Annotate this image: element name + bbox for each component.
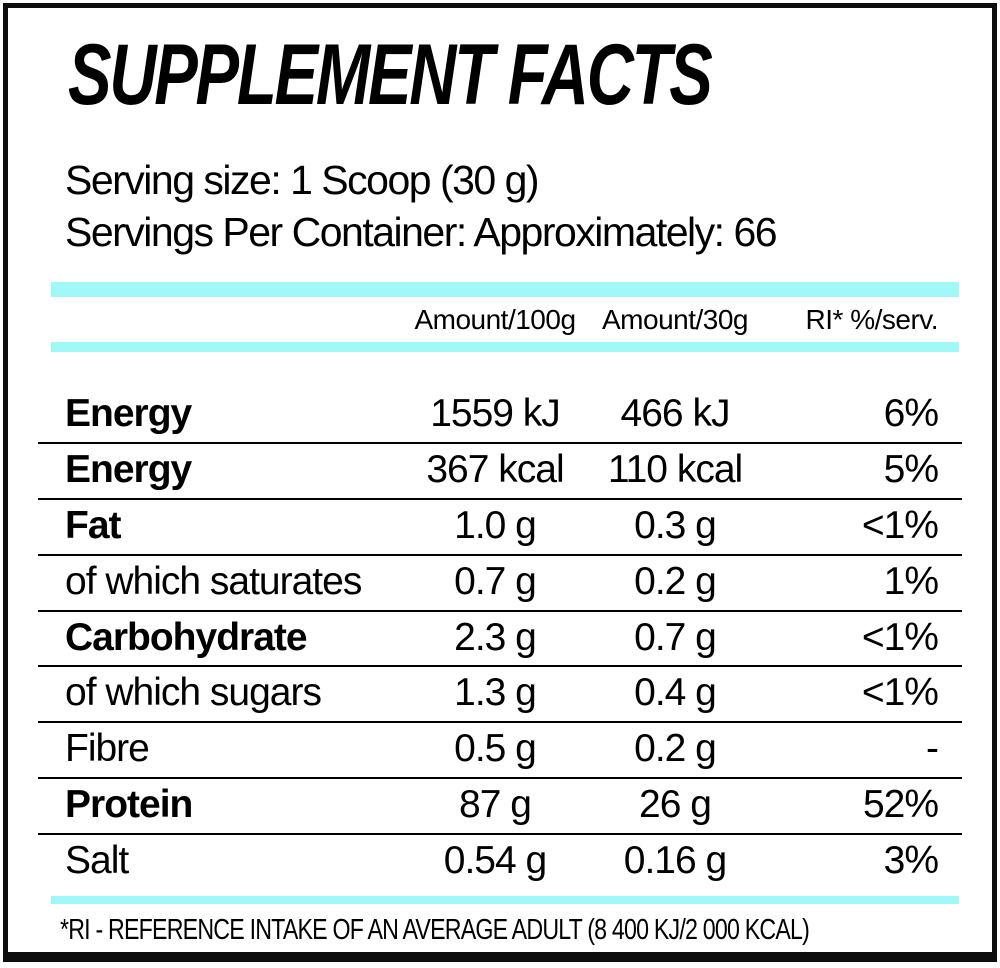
amount-per-100g: 367 kcal — [426, 447, 564, 491]
table-row-carbohydrate: Carbohydrate 2.3 g 0.7 g <1% — [38, 609, 962, 666]
column-header-amount-100g: Amount/100g — [414, 303, 576, 335]
amount-per-100g: 1559 kJ — [430, 391, 561, 435]
ri-percent: 5% — [883, 447, 939, 491]
serving-info: Serving size: 1 Scoop (30 g) Servings Pe… — [65, 154, 992, 259]
amount-per-30g: 0.7 g — [634, 615, 717, 659]
table-row-protein: Protein 87 g 26 g 52% — [38, 777, 962, 833]
amount-per-30g: 0.2 g — [634, 727, 717, 771]
nutrient-name: of which sugars — [65, 671, 322, 715]
column-header-ri-percent: RI* %/serv. — [805, 303, 939, 335]
nutrient-name: Salt — [65, 839, 129, 883]
table-row-energy-kj: Energy 1559 kJ 466 kJ 6% — [38, 388, 962, 442]
amount-per-30g: 466 kJ — [620, 391, 731, 435]
accent-bar-top — [51, 281, 959, 297]
ri-percent: 1% — [883, 559, 939, 603]
amount-per-100g: 0.5 g — [454, 727, 537, 771]
nutrition-table: Energy 1559 kJ 466 kJ 6% Energy 367 kcal… — [38, 388, 962, 889]
supplement-facts-label: SUPPLEMENT FACTS Serving size: 1 Scoop (… — [3, 3, 997, 962]
ri-percent: <1% — [861, 615, 939, 659]
amount-per-30g: 0.16 g — [623, 839, 727, 883]
amount-per-30g: 110 kcal — [607, 447, 743, 491]
reference-intake-footnote: *RI - REFERENCE INTAKE OF AN AVERAGE ADU… — [60, 913, 810, 946]
ri-percent: - — [926, 727, 939, 771]
accent-bar-bottom — [51, 895, 959, 904]
amount-per-30g: 0.2 g — [634, 559, 717, 603]
ri-percent: 3% — [883, 839, 939, 883]
amount-per-30g: 0.4 g — [634, 671, 717, 715]
amount-per-100g: 0.54 g — [443, 839, 547, 883]
column-header-amount-30g: Amount/30g — [602, 303, 749, 335]
accent-bar-middle — [51, 341, 959, 352]
nutrient-name: Fibre — [65, 727, 150, 771]
table-row-salt: Salt 0.54 g 0.16 g 3% — [38, 833, 962, 889]
table-row-saturates: of which saturates 0.7 g 0.2 g 1% — [38, 553, 962, 610]
table-row-energy-kcal: Energy 367 kcal 110 kcal 5% — [38, 441, 962, 498]
nutrient-name: Fat — [65, 503, 122, 547]
amount-per-100g: 1.3 g — [454, 671, 537, 715]
nutrient-name: Carbohydrate — [65, 615, 308, 659]
nutrient-name: Energy — [65, 447, 192, 491]
table-column-headers: Amount/100g Amount/30g RI* %/serv. — [38, 301, 962, 338]
ri-percent: <1% — [861, 671, 939, 715]
table-row-sugars: of which sugars 1.3 g 0.4 g <1% — [38, 665, 962, 721]
nutrient-name: Energy — [65, 391, 192, 435]
amount-per-30g: 0.3 g — [634, 503, 717, 547]
amount-per-100g: 2.3 g — [454, 615, 537, 659]
amount-per-100g: 0.7 g — [454, 559, 537, 603]
servings-per-container-line: Servings Per Container: Approximately: 6… — [65, 209, 778, 256]
table-row-fibre: Fibre 0.5 g 0.2 g - — [38, 721, 962, 777]
page-title: SUPPLEMENT FACTS — [68, 27, 713, 123]
nutrient-name: of which saturates — [65, 559, 362, 603]
ri-percent: <1% — [861, 503, 939, 547]
ri-percent: 6% — [883, 391, 939, 435]
amount-per-100g: 1.0 g — [454, 503, 537, 547]
serving-size-line: Serving size: 1 Scoop (30 g) — [65, 157, 540, 203]
ri-percent: 52% — [862, 783, 939, 827]
amount-per-100g: 87 g — [459, 783, 532, 827]
nutrient-name: Protein — [65, 783, 193, 827]
table-row-fat: Fat 1.0 g 0.3 g <1% — [38, 497, 962, 554]
amount-per-30g: 26 g — [639, 783, 712, 827]
